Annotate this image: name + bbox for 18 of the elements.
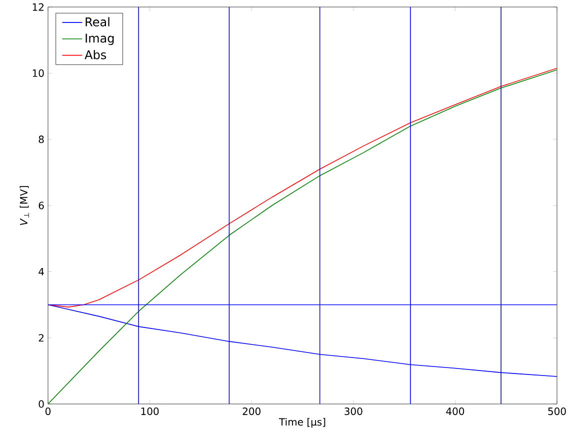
x-tick-label: 100 [141, 408, 159, 416]
y-tick-label: 2 [38, 334, 44, 342]
x-tick-label: 0 [45, 408, 51, 416]
y-tick-label: 8 [38, 136, 44, 144]
y-tick-label: 0 [38, 400, 44, 408]
y-tick-label: 12 [32, 3, 44, 11]
y-tick-label: 6 [38, 202, 44, 210]
x-tick-label: 300 [344, 408, 362, 416]
legend-label: Abs [84, 50, 106, 60]
x-tick-label: 400 [446, 408, 464, 416]
x-tick-label: 200 [242, 408, 260, 416]
x-tick-label: 500 [548, 408, 566, 416]
y-tick-label: 4 [38, 268, 44, 276]
legend-label: Real [86, 17, 110, 26]
x-axis-title: Time [μs] [278, 418, 326, 428]
y-tick-label: 10 [32, 69, 44, 77]
y-axis-title: V$_{⊥}$ [MV] [20, 186, 29, 225]
legend-label: Imag [86, 34, 114, 46]
